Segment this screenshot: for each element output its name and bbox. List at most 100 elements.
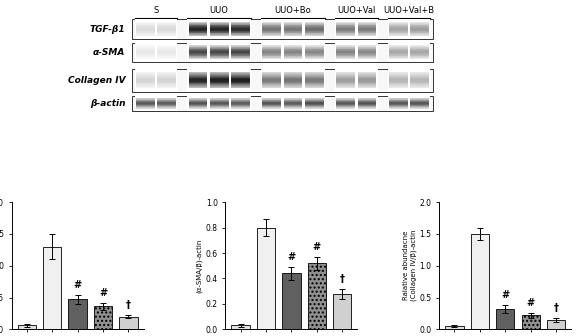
Bar [304, 19, 325, 39]
Bar [136, 23, 155, 24]
Text: #: # [287, 252, 295, 262]
Bar [231, 47, 250, 48]
Bar [336, 83, 355, 84]
Bar [263, 107, 281, 108]
Bar [358, 30, 376, 31]
Bar [305, 54, 324, 55]
Bar [358, 27, 376, 28]
Bar [210, 31, 228, 32]
Bar [305, 107, 324, 108]
Bar [284, 31, 302, 32]
Bar [136, 45, 155, 46]
Bar [389, 108, 407, 109]
Bar [210, 51, 228, 52]
Bar [230, 19, 251, 39]
Y-axis label: Ralative abundacne
(Collagen IV/β)-actin: Ralative abundacne (Collagen IV/β)-actin [403, 230, 417, 301]
Bar [336, 52, 355, 53]
Bar [410, 24, 429, 25]
Bar [263, 22, 281, 23]
Bar [305, 50, 324, 51]
Bar [284, 57, 302, 58]
Bar [188, 69, 208, 92]
Bar [263, 28, 281, 29]
Bar [336, 75, 355, 76]
Bar [284, 75, 302, 76]
Bar [336, 58, 355, 59]
Bar [284, 30, 302, 31]
Bar [284, 32, 302, 33]
Bar [94, 306, 112, 329]
Text: #: # [501, 290, 509, 300]
Bar [305, 57, 324, 58]
Bar [389, 57, 407, 58]
Bar [308, 263, 326, 329]
Bar [358, 46, 376, 47]
Bar [336, 45, 355, 46]
Bar [284, 54, 302, 55]
Bar [284, 72, 302, 73]
Bar [410, 23, 429, 24]
Bar [336, 82, 355, 83]
Bar [358, 34, 376, 35]
Bar [189, 45, 207, 46]
Bar [230, 69, 251, 92]
Bar [389, 35, 407, 36]
Bar [210, 85, 228, 86]
Bar [189, 50, 207, 51]
Bar [389, 49, 407, 50]
Bar [69, 299, 87, 329]
Bar [189, 100, 207, 101]
Bar [157, 102, 176, 103]
Bar [210, 101, 228, 102]
Bar [231, 29, 250, 30]
Bar [389, 87, 407, 88]
Bar [358, 103, 376, 104]
Bar [157, 74, 176, 75]
Text: UUO+Val: UUO+Val [337, 6, 376, 15]
Bar [358, 47, 376, 48]
Bar [189, 47, 207, 48]
Bar [336, 78, 355, 79]
Bar [336, 106, 355, 107]
Bar [136, 75, 155, 76]
Bar [358, 100, 376, 101]
Bar [156, 43, 177, 62]
Bar [231, 100, 250, 101]
Bar [189, 53, 207, 54]
Bar [231, 108, 250, 109]
Bar [336, 104, 355, 105]
Bar [189, 56, 207, 57]
Bar [189, 31, 207, 32]
Bar [305, 82, 324, 83]
Bar [336, 79, 355, 80]
Bar [358, 78, 376, 79]
Bar [157, 49, 176, 50]
Bar [231, 76, 250, 77]
Bar [136, 87, 155, 88]
Bar [157, 83, 176, 84]
Bar [389, 47, 407, 48]
Bar [189, 34, 207, 35]
Bar [189, 24, 207, 25]
Bar [263, 35, 281, 36]
Bar [284, 77, 302, 78]
Bar [410, 33, 429, 34]
Bar [263, 27, 281, 28]
Bar [305, 100, 324, 101]
Bar [189, 35, 207, 36]
Bar [263, 76, 281, 77]
Bar [336, 49, 355, 50]
Bar [231, 73, 250, 74]
Bar [358, 53, 376, 54]
Bar [210, 25, 228, 26]
Bar [119, 317, 137, 329]
Bar [547, 321, 565, 329]
Bar [210, 56, 228, 57]
Bar [358, 106, 376, 107]
Bar [410, 57, 429, 58]
Bar [189, 78, 207, 79]
Bar [389, 72, 407, 73]
Bar [157, 85, 176, 86]
Bar [389, 81, 407, 82]
Bar [210, 87, 228, 88]
